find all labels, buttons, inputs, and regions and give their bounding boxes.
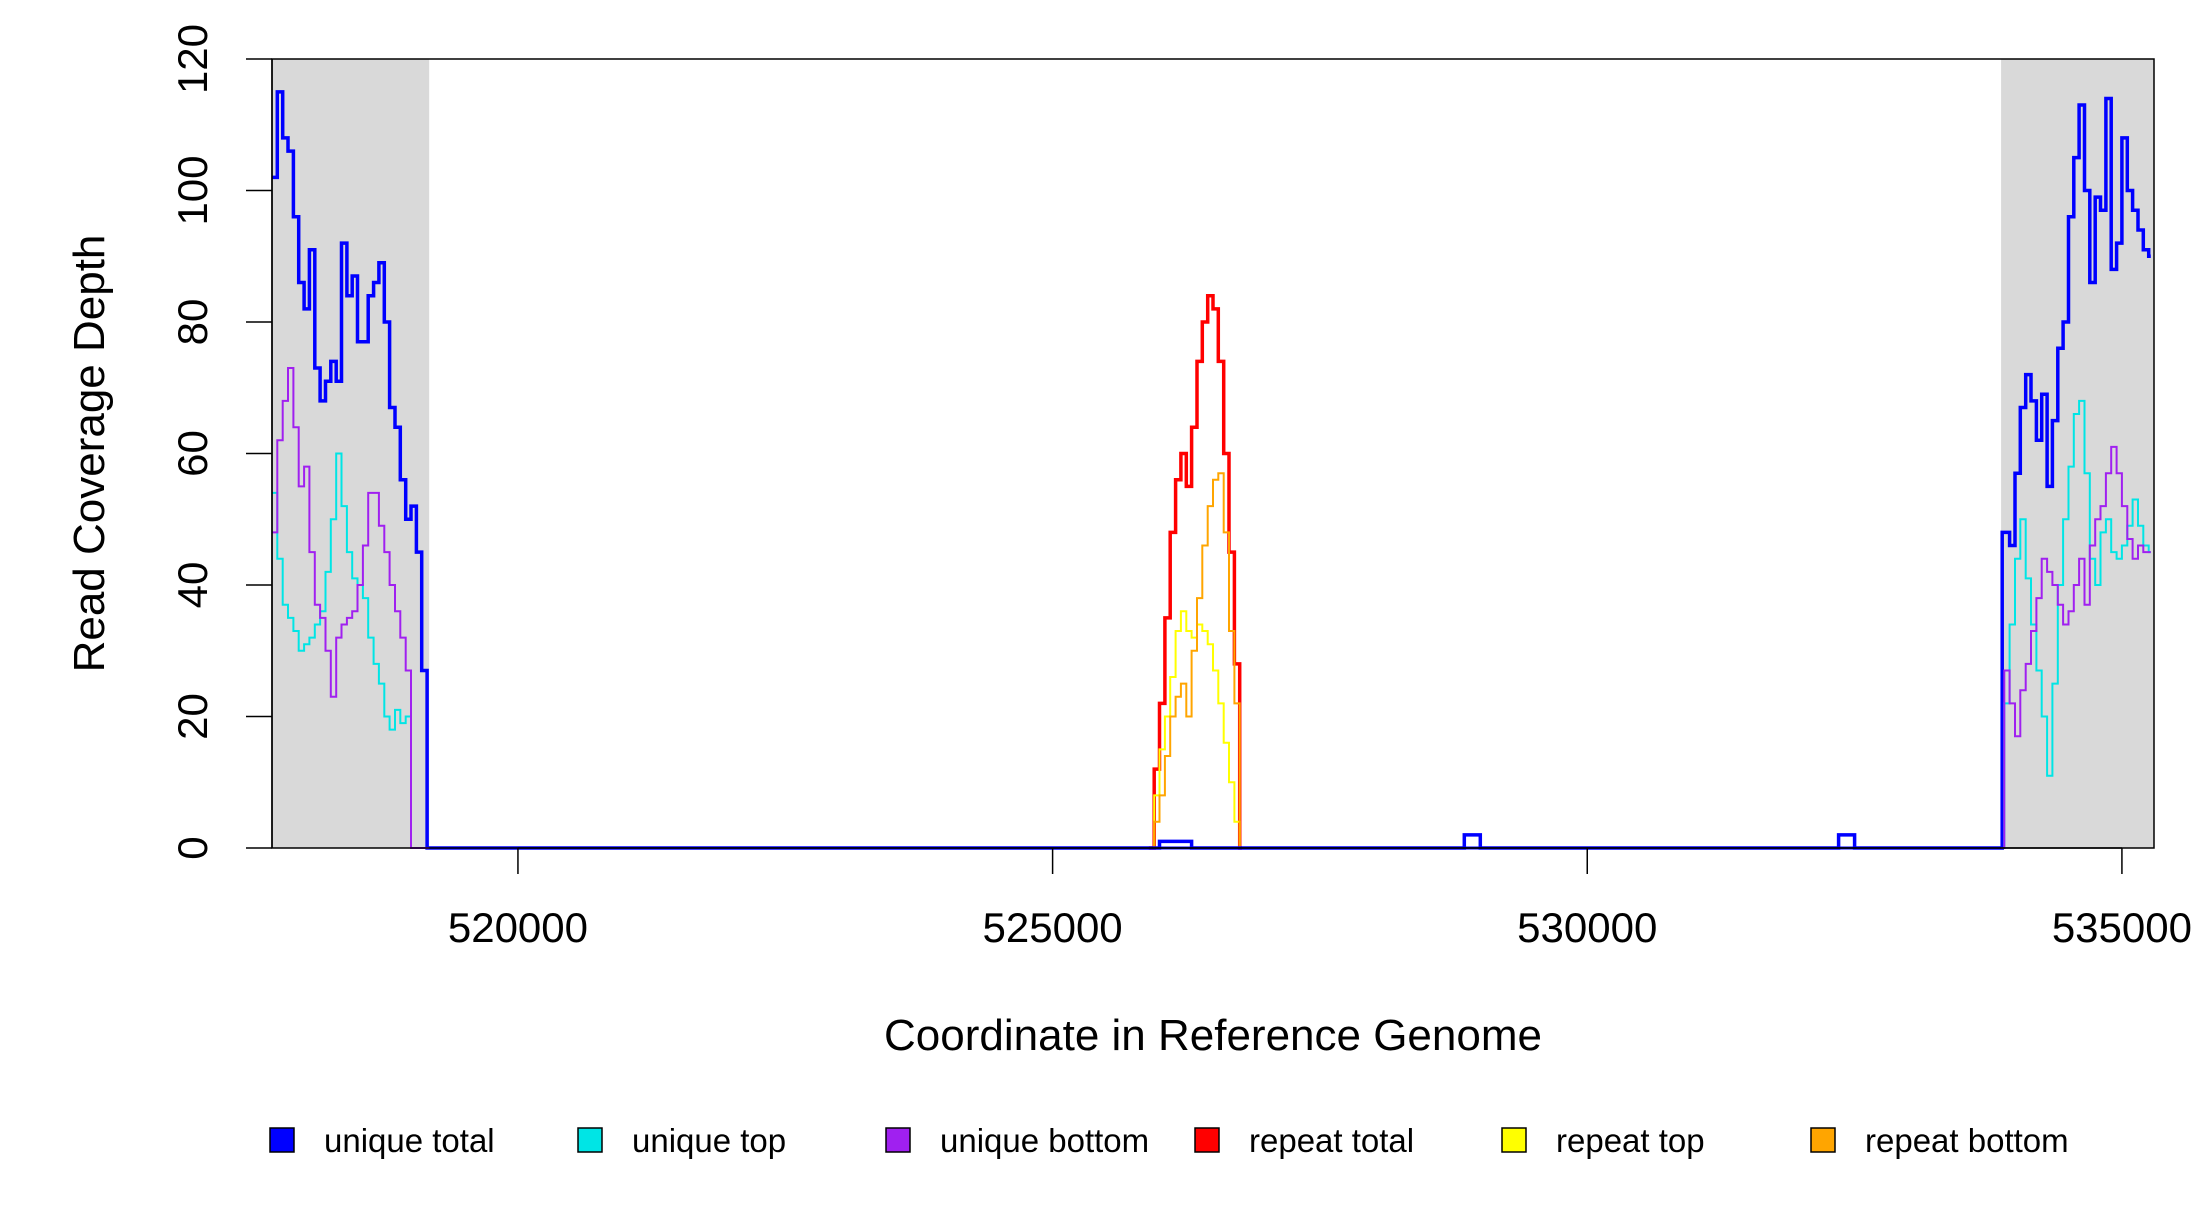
legend-swatch	[1810, 1127, 1836, 1153]
legend-swatch	[269, 1127, 295, 1153]
y-tick-label: 80	[169, 299, 216, 346]
y-tick-label: 20	[169, 693, 216, 740]
y-tick-label: 0	[169, 836, 216, 859]
shaded-regions	[272, 59, 2154, 848]
series-line-unique-total	[272, 90, 2151, 850]
x-axis-title: Coordinate in Reference Genome	[884, 1011, 1542, 1060]
y-tick-label: 40	[169, 562, 216, 609]
legend-label: repeat total	[1249, 1122, 1414, 1159]
axes: 520000 525000 530000 535000 0 20 40 60 80 100 120	[169, 24, 2192, 951]
legend-swatch	[577, 1127, 603, 1153]
shaded-region-1	[272, 59, 430, 848]
legend-label: unique bottom	[940, 1122, 1149, 1159]
legend-label: repeat top	[1556, 1122, 1705, 1159]
series-line-unique-top	[272, 399, 2151, 849]
shaded-region-2	[2001, 59, 2154, 848]
y-tick-label: 120	[169, 24, 216, 94]
series-layer	[272, 90, 2151, 850]
plot-frame	[271, 58, 2155, 849]
series-line-unique-bottom	[272, 367, 2151, 849]
legend-swatch	[1194, 1127, 1220, 1153]
x-tick-label: 530000	[1517, 904, 1657, 951]
series-line-repeat-top	[1148, 610, 1242, 849]
x-tick-label: 535000	[2052, 904, 2192, 951]
y-axis-title: Read Coverage Depth	[65, 235, 114, 673]
legend-label: unique top	[632, 1122, 786, 1159]
x-tick-label: 525000	[983, 904, 1123, 951]
series-line-repeat-total	[1148, 293, 1242, 850]
x-tick-label: 520000	[448, 904, 588, 951]
legend-swatch	[885, 1127, 911, 1153]
legend-swatch	[1501, 1127, 1527, 1153]
legend: unique total unique top unique bottom repea…	[269, 1122, 2069, 1159]
legend-label: repeat bottom	[1865, 1122, 2069, 1159]
series-line-repeat-bottom	[1148, 472, 1242, 849]
y-tick-label: 60	[169, 430, 216, 477]
y-tick-label: 100	[169, 155, 216, 225]
legend-label: unique total	[324, 1122, 495, 1159]
